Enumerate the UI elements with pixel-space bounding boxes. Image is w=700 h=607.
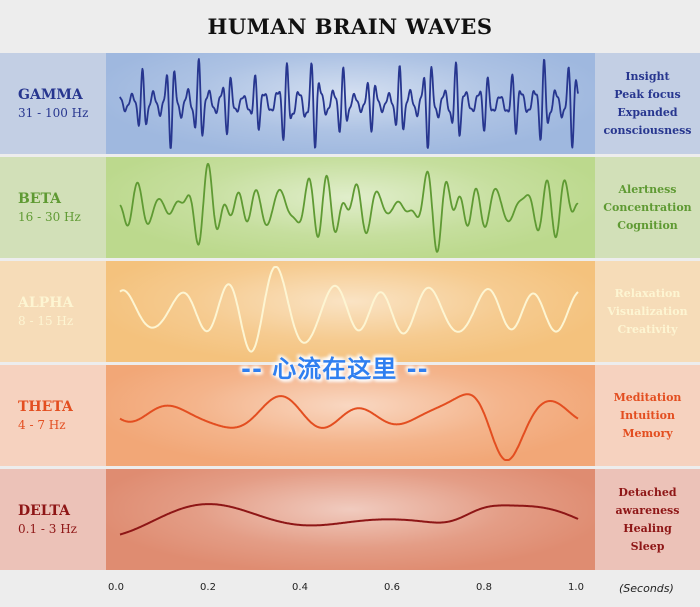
band-delta: DELTA 0.1 - 3 Hz Detached awareness Healing S…: [0, 469, 700, 570]
band-name: GAMMA: [18, 86, 83, 103]
band-frequency: 0.1 - 3 Hz: [18, 521, 78, 536]
band-label: DELTA 0.1 - 3 Hz: [0, 469, 106, 570]
band-gamma: GAMMA 31 - 100 Hz Insight Peak focus Expande…: [0, 53, 700, 154]
trait-label: Insight: [625, 69, 670, 83]
band-label: THETA 4 - 7 Hz: [0, 365, 106, 466]
band-name: BETA: [18, 190, 62, 207]
time-tick: 0.6: [384, 582, 400, 593]
trait-label: Visualization: [607, 304, 688, 318]
wave-panel: [106, 53, 595, 154]
trait-label: Detached: [618, 485, 677, 499]
band-frequency: 4 - 7 Hz: [18, 417, 66, 432]
wave-graphic: [119, 393, 579, 461]
page-title: HUMAN BRAIN WAVES: [207, 14, 493, 39]
band-alpha: ALPHA 8 - 15 Hz Relaxation Visualization Cre…: [0, 261, 700, 362]
trait-label: awareness: [615, 503, 680, 517]
time-axis-unit: (Seconds): [619, 582, 674, 595]
band-frequency: 8 - 15 Hz: [18, 313, 74, 328]
trait-label: Concentration: [603, 200, 692, 214]
trait-label: Healing: [623, 521, 672, 535]
wave-panel: [106, 365, 595, 466]
band-traits: Insight Peak focus Expanded consciousness: [595, 53, 700, 154]
band-traits: Relaxation Visualization Creativity: [595, 261, 700, 362]
trait-label: Sleep: [630, 539, 665, 553]
band-name: THETA: [18, 398, 73, 415]
trait-label: Memory: [622, 426, 673, 440]
wave-line: [119, 503, 579, 536]
trait-label: Alertness: [618, 182, 677, 196]
time-tick: 0.8: [476, 582, 492, 593]
band-name: DELTA: [18, 502, 71, 519]
wave-panel: [106, 469, 595, 570]
band-frequency: 16 - 30 Hz: [18, 209, 81, 224]
wave-graphic: [119, 266, 579, 353]
band-label: GAMMA 31 - 100 Hz: [0, 53, 106, 154]
band-traits: Alertness Concentration Cognition: [595, 157, 700, 258]
wave-line: [119, 58, 579, 149]
wave-panel: [106, 157, 595, 258]
time-tick: 1.0: [568, 582, 584, 593]
wave-graphic: [119, 58, 579, 149]
wave-line: [119, 162, 579, 253]
band-beta: BETA 16 - 30 Hz Alertness Concentration Cogn…: [0, 157, 700, 258]
time-tick: 0.4: [292, 582, 308, 593]
wave-graphic: [119, 503, 579, 536]
band-traits: Meditation Intuition Memory: [595, 365, 700, 466]
trait-label: Meditation: [613, 390, 682, 404]
trait-label: Creativity: [617, 322, 678, 336]
trait-label: Cognition: [617, 218, 678, 232]
wave-graphic: [119, 162, 579, 253]
trait-label: Peak focus: [614, 87, 681, 101]
trait-label: Relaxation: [614, 286, 681, 300]
trait-label: Expanded: [617, 105, 678, 119]
band-frequency: 31 - 100 Hz: [18, 105, 89, 120]
band-label: BETA 16 - 30 Hz: [0, 157, 106, 258]
band-traits: Detached awareness Healing Sleep: [595, 469, 700, 570]
wave-line: [119, 266, 579, 353]
flow-state-annotation: -- 心流在这里 --: [241, 354, 429, 383]
time-tick: 0.2: [200, 582, 216, 593]
trait-label: Intuition: [620, 408, 675, 422]
band-label: ALPHA 8 - 15 Hz: [0, 261, 106, 362]
trait-label: consciousness: [603, 123, 692, 137]
wave-line: [119, 393, 579, 461]
time-axis: 0.0 0.2 0.4 0.6 0.8 1.0 (Seconds): [0, 574, 700, 607]
band-name: ALPHA: [18, 294, 74, 311]
band-theta: THETA 4 - 7 Hz Meditation Intuition Memory: [0, 365, 700, 466]
time-tick: 0.0: [108, 582, 124, 593]
wave-panel: [106, 261, 595, 362]
